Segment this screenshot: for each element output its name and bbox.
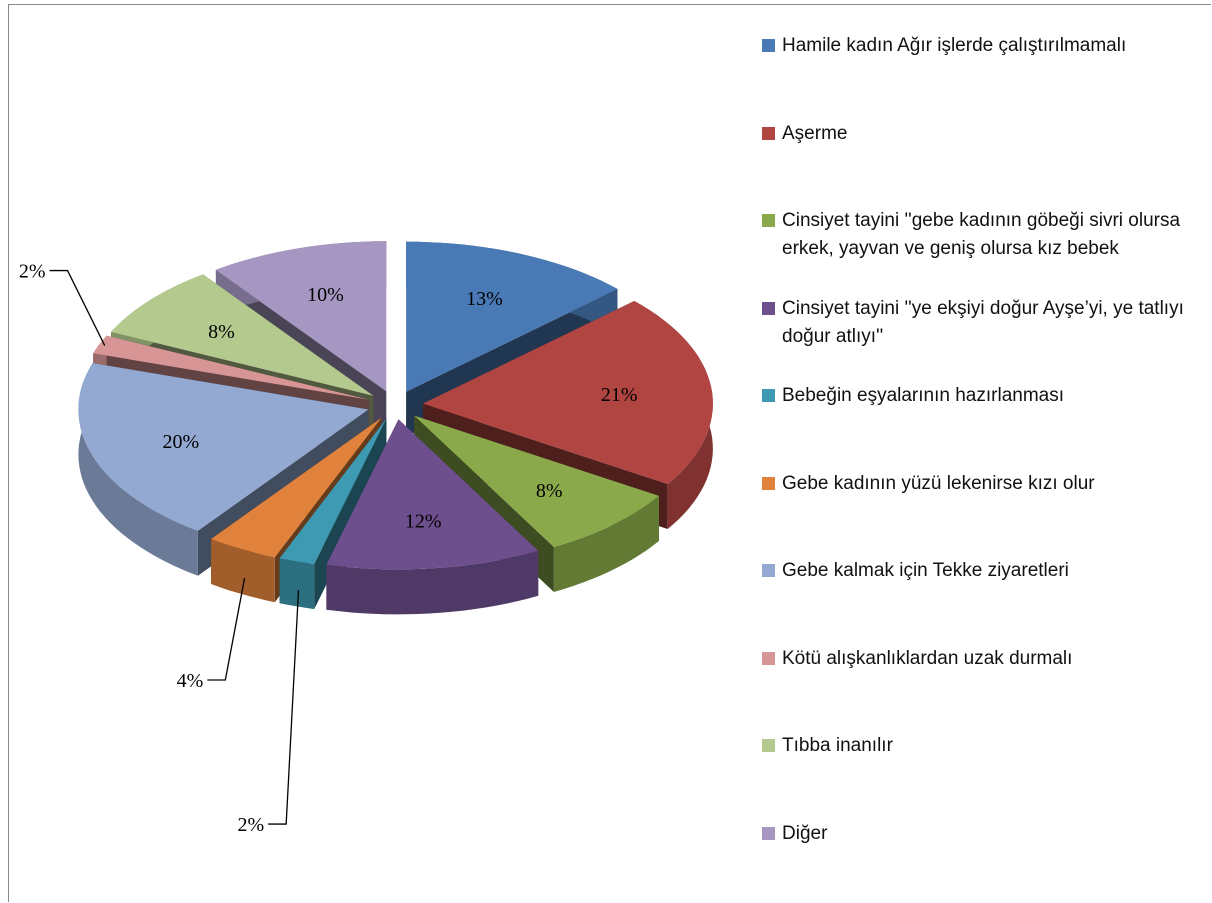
legend-item: Aşerme xyxy=(762,120,1202,148)
slice-wall xyxy=(326,550,539,615)
slice xyxy=(326,419,539,570)
slice-wall xyxy=(553,495,659,592)
legend-item: Diğer xyxy=(762,820,1202,848)
legend-label: Diğer xyxy=(782,822,828,844)
legend-item: Gebe kadının yüzü lekenirse kızı olur xyxy=(762,470,1202,498)
legend-label: Bebeğin eşyalarının hazırlanması xyxy=(782,385,1064,406)
legend-item: Cinsiyet tayini ''ye ekşiyi doğur Ayşe’y… xyxy=(762,295,1202,351)
slice xyxy=(422,301,713,484)
data-label: 2% xyxy=(19,261,46,283)
slice-wall xyxy=(78,363,198,576)
legend-swatch xyxy=(762,39,775,52)
legend-label: Hamile kadın Ağır işlerde çalıştırılmama… xyxy=(782,35,1127,56)
pie-chart: 13% 21% 8% 12% 2% 4% 20% 2% 8% 10% xyxy=(19,241,713,836)
legend-label: Aşerme xyxy=(782,122,848,144)
slice xyxy=(215,241,387,392)
legend-label: Gebe kadının yüzü lekenirse kızı olur xyxy=(782,472,1095,494)
legend-label: Tıbba inanılır xyxy=(782,735,893,756)
leader-line xyxy=(207,577,246,681)
data-label: 2% xyxy=(237,814,264,836)
data-label: 4% xyxy=(177,670,204,692)
legend-swatch xyxy=(762,564,775,577)
legend-swatch xyxy=(762,739,775,752)
slice xyxy=(406,241,618,392)
chart-frame xyxy=(8,4,1211,902)
legend-swatch xyxy=(762,476,775,490)
slice xyxy=(279,418,387,565)
legend-swatch xyxy=(762,214,775,227)
slice-wall xyxy=(211,539,275,603)
leader-line xyxy=(49,269,106,346)
slice xyxy=(93,335,369,400)
slice-wall xyxy=(279,558,315,610)
legend-item: Cinsiyet tayini ''gebe kadının göbeği si… xyxy=(762,207,1202,263)
legend-swatch xyxy=(762,301,775,315)
slice xyxy=(78,363,369,531)
legend-label: Kötü alışkanlıklardan uzak durmalı xyxy=(782,647,1073,669)
legend-item: Kötü alışkanlıklardan uzak durmalı xyxy=(762,645,1202,673)
data-label: 8% xyxy=(208,321,235,343)
slice xyxy=(414,415,659,547)
leader-line xyxy=(268,590,300,825)
data-label: 13% xyxy=(466,288,503,310)
legend-item: Hamile kadın Ağır işlerde çalıştırılmama… xyxy=(762,32,1202,60)
legend-swatch xyxy=(762,389,775,402)
legend-label: Cinsiyet tayini ''gebe kadının göbeği si… xyxy=(782,210,1181,259)
legend-item: Bebeğin eşyalarının hazırlanması xyxy=(762,382,1202,410)
data-label: 20% xyxy=(162,431,199,453)
legend-item: Gebe kalmak için Tekke ziyaretleri xyxy=(762,557,1202,585)
data-label: 8% xyxy=(536,480,563,502)
legend-label: Cinsiyet tayini ''ye ekşiyi doğur Ayşe’y… xyxy=(782,297,1184,347)
legend-swatch xyxy=(762,126,775,140)
legend-swatch xyxy=(762,826,775,840)
legend-item: Tıbba inanılır xyxy=(762,732,1202,760)
data-label: 12% xyxy=(405,511,442,533)
slice xyxy=(211,417,382,558)
data-label: 21% xyxy=(601,384,638,406)
slice xyxy=(111,274,374,396)
legend-swatch xyxy=(762,651,775,665)
data-label: 10% xyxy=(307,284,344,306)
legend-label: Gebe kalmak için Tekke ziyaretleri xyxy=(782,560,1069,581)
